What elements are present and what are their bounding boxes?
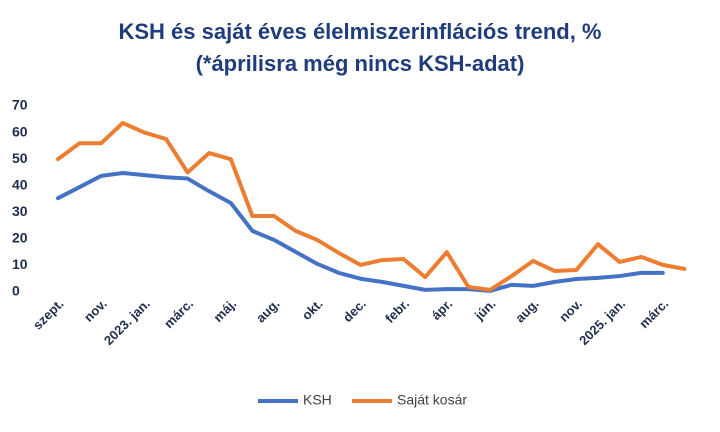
x-tick-label: szept. bbox=[30, 296, 67, 333]
x-tick-label: 2023. jan. bbox=[101, 296, 153, 348]
series-line bbox=[56, 170, 665, 293]
series-line bbox=[56, 121, 687, 292]
y-tick-label: 60 bbox=[12, 123, 28, 139]
y-tick-label: 50 bbox=[12, 150, 28, 166]
chart-title: KSH és saját éves élelmiszerinflációs tr… bbox=[118, 19, 601, 44]
x-tick-label: márc. bbox=[636, 296, 671, 331]
y-tick-label: 40 bbox=[12, 176, 28, 192]
y-tick-label: 10 bbox=[12, 256, 28, 272]
x-tick-label: aug. bbox=[512, 296, 542, 326]
x-tick-label: febr. bbox=[382, 296, 412, 326]
y-tick-label: 30 bbox=[12, 203, 28, 219]
x-tick-label: dec. bbox=[340, 296, 369, 325]
x-tick-label: 2025. jan. bbox=[576, 296, 628, 348]
x-tick-label: ápr. bbox=[428, 296, 455, 323]
chart-subtitle: (*áprilisra még nincs KSH-adat) bbox=[196, 51, 525, 76]
y-tick-label: 0 bbox=[12, 283, 20, 299]
x-tick-label: márc. bbox=[161, 296, 196, 331]
x-tick-label: aug. bbox=[253, 296, 283, 326]
y-tick-label: 70 bbox=[12, 97, 28, 113]
x-tick-label: nov. bbox=[81, 296, 110, 325]
y-tick-label: 20 bbox=[12, 230, 28, 246]
x-tick-label: nov. bbox=[556, 296, 585, 325]
x-tick-label: okt. bbox=[299, 296, 326, 323]
legend-label: Saját kosár bbox=[397, 392, 467, 408]
x-tick-label: máj. bbox=[210, 296, 239, 325]
x-tick-label: jún. bbox=[471, 296, 499, 324]
legend-label: KSH bbox=[303, 392, 332, 408]
